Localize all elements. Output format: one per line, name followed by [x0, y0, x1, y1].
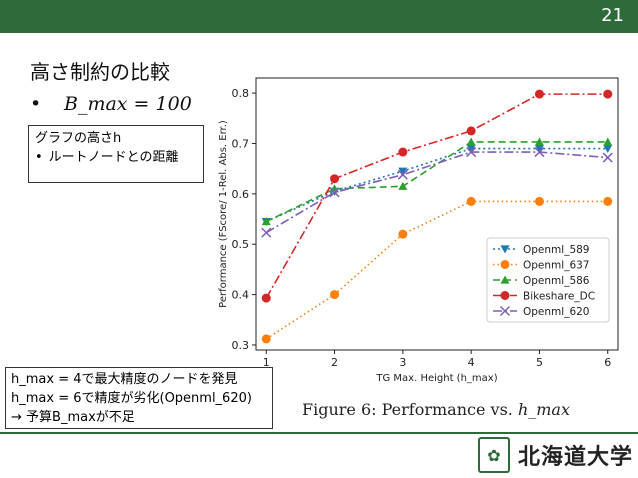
data-point-openml_620: [397, 169, 408, 180]
bullet-text: B_max = 100: [64, 93, 192, 115]
data-point-openml_586: [603, 137, 613, 146]
x-tick-label: 5: [536, 356, 543, 369]
legend-label: Openml_586: [523, 275, 590, 287]
data-point-openml_620: [329, 187, 340, 198]
bullet-budget: • B_max = 100: [30, 93, 192, 115]
data-point-bikeshare_dc: [534, 89, 544, 99]
figure-caption: Figure 6: Performance vs. h_max: [302, 400, 570, 419]
data-point-openml_586: [398, 181, 408, 190]
y-tick-label: 0.8: [232, 87, 250, 100]
data-point-openml_620: [261, 227, 272, 238]
data-point-openml_589: [603, 144, 613, 154]
finding-line-3: → 予算B_maxが不足: [11, 410, 135, 425]
legend-label: Openml_637: [523, 260, 589, 272]
y-tick-label: 0.3: [232, 339, 250, 352]
x-tick-label: 4: [468, 356, 475, 369]
legend-label: Openml_589: [523, 244, 589, 256]
data-point-openml_637: [330, 290, 340, 300]
y-tick-label: 0.5: [232, 238, 250, 251]
data-point-bikeshare_dc: [330, 174, 340, 184]
data-point-bikeshare_dc: [466, 126, 476, 136]
legend-marker: [500, 245, 510, 254]
data-point-openml_620: [466, 147, 477, 158]
data-point-openml_620: [602, 152, 613, 163]
slide-title: 高さ制約の比較: [30, 60, 170, 84]
series-line-bikeshare_dc: [265, 93, 608, 299]
legend-label: Bikeshare_DC: [523, 291, 595, 303]
legend-marker: [499, 305, 511, 317]
data-point-openml_589: [398, 167, 408, 176]
header-bar: 21: [0, 0, 638, 33]
data-point-openml_589: [466, 144, 476, 154]
data-point-openml_637: [261, 334, 271, 344]
data-point-openml_586: [261, 217, 271, 226]
caption-var: h_max: [517, 400, 570, 419]
x-tick-label: 1: [263, 356, 270, 369]
legend-marker: [500, 275, 510, 284]
x-tick-label: 2: [331, 356, 338, 369]
crest-icon: ✿: [478, 437, 510, 473]
finding-line-2: h_max = 6で精度が劣化(Openml_620): [11, 391, 252, 406]
data-point-bikeshare_dc: [603, 89, 613, 99]
data-point-openml_637: [466, 196, 476, 206]
note-item: ルートノードとの距離: [35, 148, 197, 167]
note-heading: グラフの高さh: [35, 131, 122, 146]
data-point-bikeshare_dc: [261, 293, 271, 303]
footer-divider: [0, 432, 638, 434]
x-tick-label: 3: [399, 356, 406, 369]
note-box: グラフの高さh ルートノードとの距離: [28, 125, 204, 183]
data-point-bikeshare_dc: [398, 147, 408, 157]
data-point-openml_637: [534, 196, 544, 206]
caption-prefix: Figure 6: Performance vs.: [302, 400, 518, 419]
slide-number: 21: [601, 5, 624, 26]
finding-box: h_max = 4で最大精度のノードを発見 h_max = 6で精度が劣化(Op…: [5, 367, 273, 429]
legend-marker: [500, 260, 510, 269]
y-tick-label: 0.7: [232, 137, 250, 150]
legend-box: [486, 237, 610, 323]
legend-label: Openml_620: [523, 306, 589, 318]
bullet-dot: •: [30, 93, 42, 115]
data-point-openml_637: [603, 196, 613, 206]
y-axis-label: Performance (FScore/ 1-Rel. Abs. Err.): [218, 120, 229, 308]
data-point-openml_620: [534, 147, 545, 158]
legend-marker: [500, 291, 510, 300]
finding-line-1: h_max = 4で最大精度のノードを発見: [11, 372, 238, 387]
series-line-openml_620: [265, 151, 608, 234]
series-line-openml_637: [265, 200, 608, 340]
plot-frame: [255, 77, 619, 351]
logo-text: 北海道大学: [518, 445, 634, 470]
data-point-openml_586: [534, 137, 544, 146]
data-point-openml_586: [466, 137, 476, 146]
data-point-openml_637: [398, 229, 408, 239]
x-axis-label: TG Max. Height (h_max): [375, 373, 497, 384]
y-tick-label: 0.4: [232, 289, 250, 302]
series-line-openml_589: [265, 147, 608, 223]
y-tick-label: 0.6: [232, 188, 250, 201]
data-point-openml_589: [534, 144, 544, 154]
x-tick-label: 6: [604, 356, 611, 369]
university-logo: ✿ 北海道大学: [478, 437, 633, 473]
